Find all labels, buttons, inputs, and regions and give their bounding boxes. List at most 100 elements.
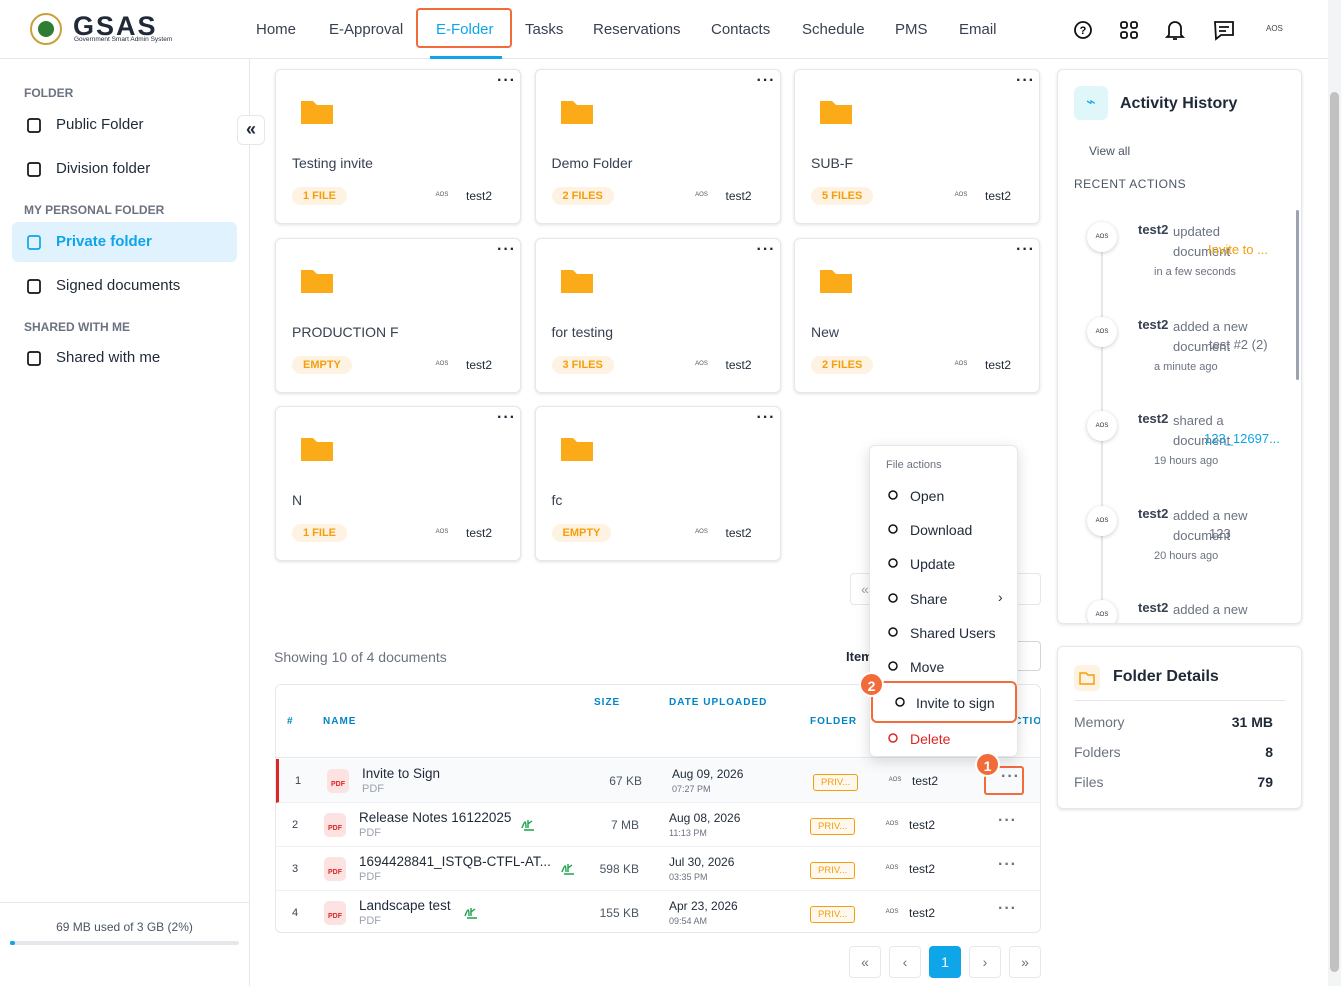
row-actions[interactable]: ··· xyxy=(998,856,1017,873)
menu-icon-part xyxy=(888,593,898,603)
nav-item[interactable]: Email xyxy=(959,21,997,38)
bell-icon-part xyxy=(1164,21,1186,40)
folder-card[interactable]: ··· SUB-F 5 FILES AOS test2 xyxy=(794,69,1040,224)
menu-item[interactable]: Update xyxy=(910,556,956,572)
detail-label: Folders xyxy=(1074,744,1121,760)
menu-item[interactable]: Move xyxy=(910,659,945,675)
detail-label: Memory xyxy=(1074,714,1125,730)
activity-target[interactable]: 123_12697... xyxy=(1204,431,1280,446)
doc-size: 598 KB xyxy=(599,862,639,876)
avatar[interactable]: AOS xyxy=(1266,24,1283,33)
row-actions[interactable]: ··· xyxy=(1001,768,1020,785)
table-row[interactable]: 4 PDF Landscape test PDF 155 KB Apr 23, 2026 0… xyxy=(276,891,1040,932)
folder-pill: PRIV... xyxy=(810,862,856,879)
card-menu[interactable]: ··· xyxy=(756,240,776,258)
menu-icon xyxy=(886,659,900,678)
pdf-icon-part xyxy=(324,857,346,881)
table-row[interactable]: 1 PDF Invite to Sign PDF 67 KB Aug 09, 2026 07… xyxy=(276,759,1040,803)
sidebar-item[interactable]: Division folder xyxy=(56,160,151,177)
detail-value: 8 xyxy=(1265,744,1273,760)
card-menu[interactable]: ··· xyxy=(1016,72,1035,89)
folder-card[interactable]: ··· New 2 FILES AOS test2 xyxy=(794,237,1040,393)
owner-name: test2 xyxy=(466,357,493,372)
menu-item[interactable]: Invite to sign xyxy=(916,695,995,711)
nav-item[interactable]: Home xyxy=(256,21,297,38)
folder-pill: PRIV... xyxy=(813,774,859,791)
folder-card[interactable]: ··· fc EMPTY AOS test2 xyxy=(534,406,781,561)
nav-item[interactable]: Schedule xyxy=(802,21,865,38)
owner-avatar: AOS xyxy=(885,909,899,915)
details-icon xyxy=(1074,665,1100,696)
row-actions[interactable]: ··· xyxy=(998,812,1017,829)
menu-icon xyxy=(893,695,907,714)
owner-avatar: AOS xyxy=(954,192,968,198)
menu-item[interactable]: Share xyxy=(910,591,948,607)
nav-item[interactable]: Reservations xyxy=(593,21,681,38)
row-actions[interactable]: ··· xyxy=(998,900,1017,917)
folder-icon-part xyxy=(560,269,593,293)
doc-name[interactable]: Release Notes 16122025 xyxy=(359,810,512,825)
sidebar-item[interactable]: Shared with me xyxy=(56,349,161,366)
sidebar-item[interactable]: Signed documents xyxy=(56,277,181,294)
collapse-button[interactable]: « xyxy=(237,115,265,145)
doc-name[interactable]: 1694428841_ISTQB-CTFL-AT... xyxy=(359,854,551,869)
menu-item[interactable]: Delete xyxy=(910,731,951,747)
sign-icon xyxy=(521,817,535,836)
card-menu[interactable]: ··· xyxy=(497,240,516,258)
column-header[interactable]: SIZE xyxy=(594,697,621,708)
view-all[interactable]: View all xyxy=(1089,144,1131,158)
activity-user: test2 xyxy=(1138,411,1169,426)
folder-card[interactable]: ··· Testing invite 1 FILE AOS test2 xyxy=(275,69,521,224)
page-button[interactable]: ‹ xyxy=(889,946,921,978)
nav-item[interactable]: E-Approval xyxy=(329,21,404,38)
nav-item[interactable]: PMS xyxy=(895,21,928,38)
table-row[interactable]: 3 PDF 1694428841_ISTQB-CTFL-AT... PDF 598 KB… xyxy=(276,847,1040,891)
folder-card[interactable]: ··· Demo Folder 2 FILES AOS test2 xyxy=(534,69,781,224)
activity-scrollbar xyxy=(1296,210,1299,380)
activity-target[interactable]: Invite to ... xyxy=(1208,242,1268,257)
column-header[interactable]: FOLDER xyxy=(810,716,858,727)
card-menu[interactable]: ··· xyxy=(1016,240,1035,258)
card-menu[interactable]: ··· xyxy=(497,72,516,89)
doc-name[interactable]: Landscape test xyxy=(359,898,451,913)
sidebar-item[interactable]: Private folder xyxy=(56,233,152,250)
activity-target[interactable]: test #2 (2) xyxy=(1209,336,1268,352)
nav-item[interactable]: Contacts xyxy=(711,21,771,38)
folder-card[interactable]: ··· for testing 3 FILES AOS test2 xyxy=(534,237,781,393)
column-header[interactable]: DATE UPLOADED xyxy=(669,697,768,708)
owner-avatar: AOS xyxy=(695,192,708,198)
folder-card[interactable]: ··· N 1 FILE AOS test2 xyxy=(275,406,521,561)
column-header[interactable]: NAME xyxy=(323,716,357,727)
card-menu[interactable]: ··· xyxy=(756,409,776,426)
active-item-bg xyxy=(12,222,237,262)
nav-item[interactable]: Tasks xyxy=(525,21,564,38)
doc-time: 11:13 PM xyxy=(669,828,707,838)
pdf-icon-part xyxy=(324,813,346,837)
menu-icon xyxy=(886,591,900,610)
logo-part xyxy=(38,21,54,37)
page-button[interactable]: › xyxy=(969,946,1001,978)
table-row[interactable]: 2 PDF Release Notes 16122025 PDF 7 MB Aug 08,… xyxy=(276,803,1040,847)
activity-target[interactable]: 123 xyxy=(1209,525,1231,541)
doc-date: Jul 30, 2026 xyxy=(669,855,735,869)
menu-item[interactable]: Shared Users xyxy=(910,625,996,641)
doc-size: 67 KB xyxy=(609,774,642,788)
page-button[interactable]: » xyxy=(1009,946,1041,978)
card-menu[interactable]: ··· xyxy=(497,409,516,426)
menu-item[interactable]: Open xyxy=(910,488,945,504)
folder-card[interactable]: ··· PRODUCTION F EMPTY AOS test2 xyxy=(275,237,521,393)
column-header[interactable]: # xyxy=(287,716,294,727)
menu-item[interactable]: Download xyxy=(910,522,973,538)
sign-icon-part xyxy=(561,864,574,875)
sidebar-item[interactable]: Public Folder xyxy=(56,116,144,133)
activity-panel: ⌁ Activity History View all RECENT ACTIONS A… xyxy=(1057,69,1302,624)
doc-name[interactable]: Invite to Sign xyxy=(362,766,441,781)
nav-highlight xyxy=(416,8,512,48)
folder-icon xyxy=(560,266,594,299)
column-header[interactable]: ACTIONS xyxy=(1006,716,1041,727)
page-button[interactable]: « xyxy=(849,946,881,978)
page-button[interactable]: 1 xyxy=(929,946,961,978)
nav-item[interactable]: E-Folder xyxy=(436,21,494,38)
card-menu[interactable]: ··· xyxy=(756,72,776,89)
folder-name: fc xyxy=(551,492,563,508)
